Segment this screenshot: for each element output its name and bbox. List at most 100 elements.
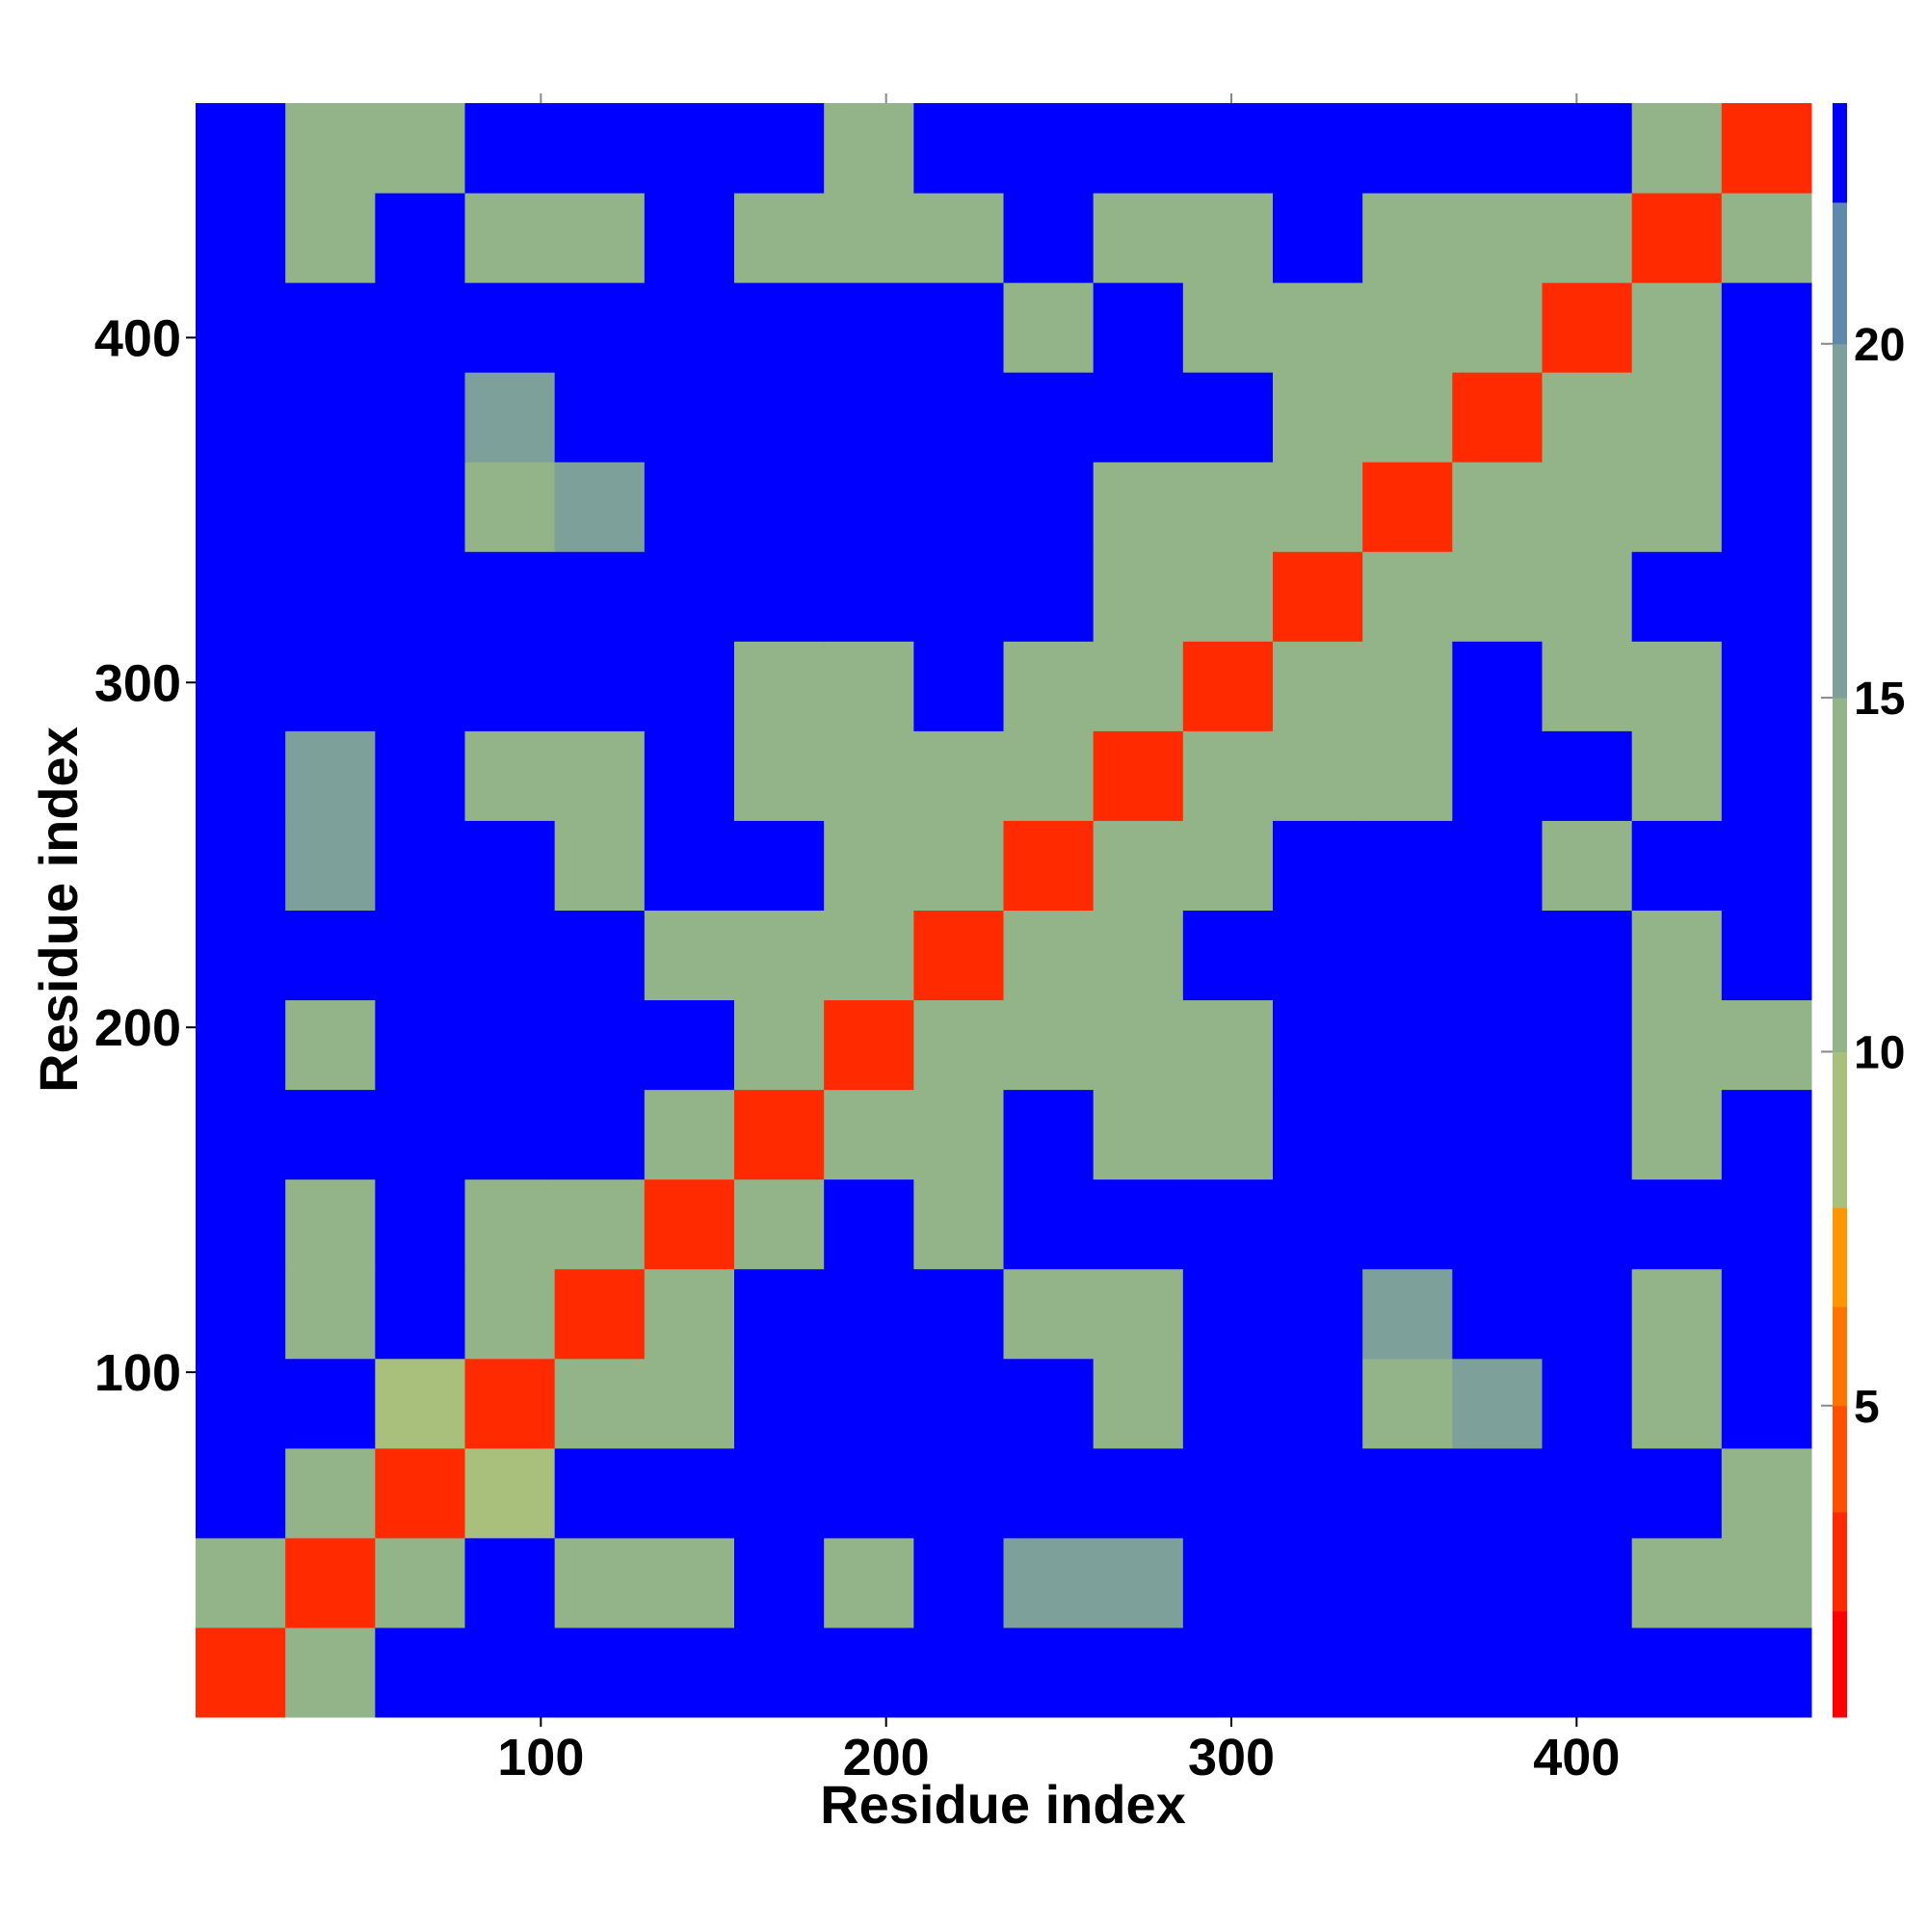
heatmap-cell [1003, 1537, 1095, 1628]
heatmap-cell [464, 820, 556, 911]
heatmap-cell [1542, 372, 1633, 463]
heatmap-cell [1631, 372, 1723, 463]
heatmap-cell [824, 1537, 914, 1628]
heatmap-cell [1273, 730, 1363, 821]
heatmap-cell [1093, 730, 1184, 821]
heatmap-cell [1452, 820, 1543, 911]
heatmap-cell [1721, 103, 1812, 194]
heatmap-cell [196, 1268, 286, 1360]
heatmap-cell [1093, 1178, 1184, 1270]
heatmap-cell [824, 193, 914, 283]
heatmap-cell [196, 641, 286, 731]
heatmap-cell [913, 820, 1004, 911]
heatmap-cell [734, 103, 825, 194]
heatmap-cell [734, 730, 825, 821]
heatmap-cell [1542, 1447, 1633, 1539]
heatmap-cell [1273, 193, 1363, 283]
heatmap-cell [644, 1268, 735, 1360]
heatmap-cell [464, 730, 556, 821]
heatmap-cell [285, 1447, 376, 1539]
heatmap-cell [824, 1627, 914, 1718]
heatmap-cell [554, 282, 646, 373]
heatmap-cell [1273, 372, 1363, 463]
heatmap-cell [1182, 1089, 1274, 1180]
heatmap-cell [1631, 1178, 1723, 1270]
heatmap-cell [196, 1627, 286, 1718]
heatmap-cell [824, 641, 914, 731]
heatmap-cell [1182, 1627, 1274, 1718]
heatmap-cell [1182, 910, 1274, 1001]
heatmap-cell [1362, 282, 1453, 373]
heatmap-cell [1631, 730, 1723, 821]
heatmap-cell [554, 193, 646, 283]
heatmap-cell [1631, 999, 1723, 1091]
heatmap-cell [1273, 1268, 1363, 1360]
colorbar-band [1833, 1051, 1847, 1208]
heatmap-cell [375, 641, 465, 731]
heatmap-cell [1182, 282, 1274, 373]
heatmap-cell [554, 1178, 646, 1270]
heatmap-cell [1362, 910, 1453, 1001]
heatmap-cell [1542, 820, 1633, 911]
heatmap-cell [1362, 551, 1453, 642]
heatmap-cell [196, 1089, 286, 1180]
heatmap-cell [1721, 282, 1812, 373]
heatmap-cell [1452, 551, 1543, 642]
colorbar-band [1833, 103, 1847, 203]
x-tick-label: 100 [497, 1729, 584, 1786]
heatmap-cell [196, 551, 286, 642]
heatmap-cell [913, 462, 1004, 552]
heatmap-cell [644, 193, 735, 283]
heatmap-cell [285, 1358, 376, 1449]
heatmap-cell [554, 462, 646, 552]
heatmap-cell [464, 1627, 556, 1718]
heatmap-cell [464, 1358, 556, 1449]
heatmap-cell [554, 103, 646, 194]
heatmap-cell [644, 103, 735, 194]
heatmap-cell [644, 1089, 735, 1180]
heatmap-cell [913, 193, 1004, 283]
heatmap-cell [1721, 1358, 1812, 1449]
heatmap-cell [913, 910, 1004, 1001]
heatmap-cell [1362, 641, 1453, 731]
heatmap-cell [375, 372, 465, 463]
heatmap-cell [1003, 462, 1095, 552]
heatmap-cell [1452, 730, 1543, 821]
heatmap-cell [375, 1089, 465, 1180]
heatmap-cell [824, 1178, 914, 1270]
heatmap-cell [824, 103, 914, 194]
heatmap-cell [734, 282, 825, 373]
heatmap-cell [1631, 1447, 1723, 1539]
heatmap-cell [1721, 551, 1812, 642]
heatmap-cell [554, 1447, 646, 1539]
heatmap-cell [196, 103, 286, 194]
heatmap-cell [196, 372, 286, 463]
heatmap-cell [196, 820, 286, 911]
heatmap-cell [554, 730, 646, 821]
heatmap-cell [734, 1358, 825, 1449]
heatmap-cell [1093, 372, 1184, 463]
heatmap-cell [644, 910, 735, 1001]
heatmap-cell [1273, 1537, 1363, 1628]
heatmap-cell [644, 282, 735, 373]
heatmap-cell [375, 1268, 465, 1360]
heatmap-cell [285, 1537, 376, 1628]
heatmap-cell [554, 910, 646, 1001]
y-tick-label: 200 [94, 999, 181, 1057]
heatmap-cell [464, 462, 556, 552]
heatmap-cell [464, 1178, 556, 1270]
heatmap-cell [1542, 103, 1633, 194]
heatmap-cell [1003, 730, 1095, 821]
heatmap-cell [196, 910, 286, 1001]
heatmap-cell [913, 1178, 1004, 1270]
colorbar-band [1833, 201, 1847, 345]
heatmap-cell [375, 193, 465, 283]
heatmap-cell [1452, 193, 1543, 283]
heatmap-cell [1003, 820, 1095, 911]
heatmap-cell [1182, 1447, 1274, 1539]
heatmap-cell [1093, 1089, 1184, 1180]
heatmap-cell [1273, 1447, 1363, 1539]
heatmap-cell [1182, 641, 1274, 731]
heatmap-cell [1542, 641, 1633, 731]
heatmap-cell [1003, 193, 1095, 283]
